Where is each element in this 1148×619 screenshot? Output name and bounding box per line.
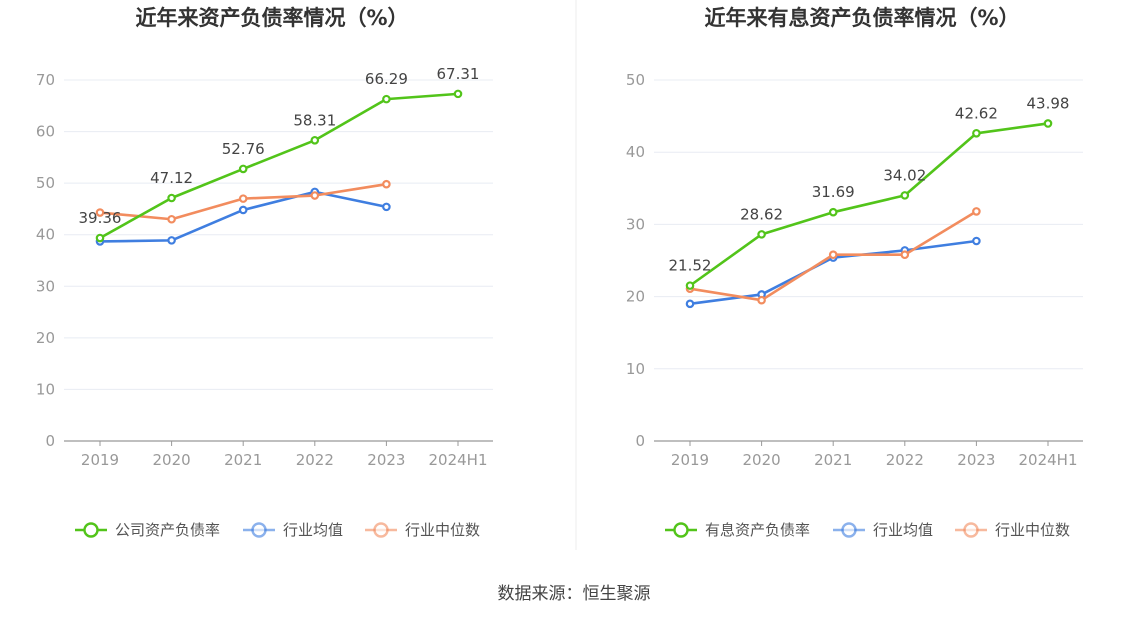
y-tick-label: 20 — [626, 288, 645, 306]
data-point — [757, 230, 766, 239]
y-tick-label: 70 — [36, 71, 55, 89]
data-point — [972, 207, 981, 216]
data-label: 34.02 — [883, 166, 926, 184]
data-label: 47.12 — [150, 169, 193, 187]
data-point — [95, 233, 105, 243]
legend-marker — [841, 522, 857, 538]
legend-item-0[interactable]: 有息资产负债率 — [665, 521, 810, 539]
data-point — [310, 135, 320, 145]
source-note: 数据来源：恒生聚源 — [498, 584, 651, 604]
data-label: 31.69 — [812, 183, 855, 201]
x-tick-label: 2019 — [81, 451, 119, 469]
data-point — [238, 194, 248, 203]
data-point — [310, 191, 320, 200]
chart-interest-bearing-debt-ratio: 近年来有息资产负债率情况（%） 0 10 20 30 40 50 2019 2020 2021 20… — [626, 6, 1083, 539]
data-label: 67.31 — [437, 65, 480, 83]
data-point — [685, 299, 695, 309]
legend-label: 行业均值 — [873, 521, 933, 539]
data-point — [900, 250, 910, 260]
legend-marker — [83, 522, 99, 538]
legend-item-1[interactable]: 行业均值 — [243, 521, 343, 539]
data-label: 42.62 — [955, 104, 998, 122]
legend-label: 行业中位数 — [405, 521, 480, 539]
data-label: 39.36 — [79, 209, 122, 227]
data-point — [382, 94, 391, 104]
data-label: 21.52 — [669, 257, 712, 275]
legend-item-2[interactable]: 行业中位数 — [955, 521, 1070, 539]
data-point — [828, 207, 838, 217]
data-label: 58.31 — [293, 111, 336, 129]
legend-item-0[interactable]: 公司资产负债率 — [75, 521, 220, 539]
legend-marker — [963, 522, 979, 538]
y-tick-label: 40 — [626, 143, 645, 161]
x-tick-label: 2020 — [153, 451, 191, 469]
data-point — [972, 236, 981, 246]
y-tick-label: 40 — [36, 226, 55, 244]
data-label: 52.76 — [222, 140, 265, 158]
data-point — [382, 202, 391, 212]
legend-marker — [673, 522, 689, 538]
y-tick-label: 0 — [635, 432, 645, 450]
data-point — [685, 281, 695, 290]
x-tick-label: 2020 — [743, 451, 781, 469]
x-tick-label: 2023 — [957, 451, 995, 469]
y-tick-label: 30 — [626, 215, 645, 233]
legend-label: 公司资产负债率 — [115, 521, 220, 539]
data-point — [828, 250, 838, 260]
data-label: 43.98 — [1027, 94, 1070, 112]
legend-marker — [251, 522, 267, 538]
data-point — [972, 128, 981, 138]
y-tick-label: 10 — [36, 380, 55, 398]
y-tick-label: 60 — [36, 123, 55, 141]
y-tick-label: 50 — [626, 71, 645, 89]
legend-item-2[interactable]: 行业中位数 — [365, 521, 480, 539]
legend-label: 有息资产负债率 — [705, 521, 810, 539]
x-tick-label: 2022 — [296, 451, 334, 469]
data-point — [757, 295, 766, 305]
x-tick-label: 2024H1 — [1019, 451, 1078, 469]
data-point — [167, 193, 176, 203]
legend-label: 行业均值 — [283, 521, 343, 539]
x-tick-label: 2019 — [671, 451, 709, 469]
data-label: 28.62 — [740, 205, 783, 223]
y-tick-label: 10 — [626, 360, 645, 378]
data-label: 66.29 — [365, 70, 408, 88]
data-point — [167, 236, 176, 245]
legend-item-1[interactable]: 行业均值 — [833, 521, 933, 539]
x-tick-label: 2021 — [814, 451, 852, 469]
x-tick-label: 2022 — [886, 451, 924, 469]
data-point — [382, 179, 391, 189]
y-tick-label: 0 — [45, 432, 55, 450]
data-point — [900, 191, 910, 200]
data-point — [238, 164, 248, 174]
data-point — [238, 205, 248, 215]
data-point — [453, 89, 463, 99]
x-tick-label: 2021 — [224, 451, 262, 469]
chart-title: 近年来资产负债率情况（%） — [135, 6, 408, 30]
series-line-0 — [99, 92, 459, 240]
y-tick-label: 20 — [36, 329, 55, 347]
x-tick-label: 2023 — [367, 451, 405, 469]
legend-label: 行业中位数 — [995, 521, 1070, 539]
y-tick-label: 30 — [36, 277, 55, 295]
chart-title: 近年来有息资产负债率情况（%） — [704, 6, 1019, 30]
chart-debt-ratio: 近年来资产负债率情况（%） 0 10 20 30 40 50 60 70 2019 2020 2021… — [36, 6, 493, 539]
data-point — [95, 208, 105, 217]
legend-marker — [373, 522, 389, 538]
series-line-0 — [689, 122, 1049, 287]
data-point — [1043, 119, 1053, 128]
y-tick-label: 50 — [36, 174, 55, 192]
x-tick-label: 2024H1 — [429, 451, 488, 469]
data-point — [167, 214, 176, 224]
